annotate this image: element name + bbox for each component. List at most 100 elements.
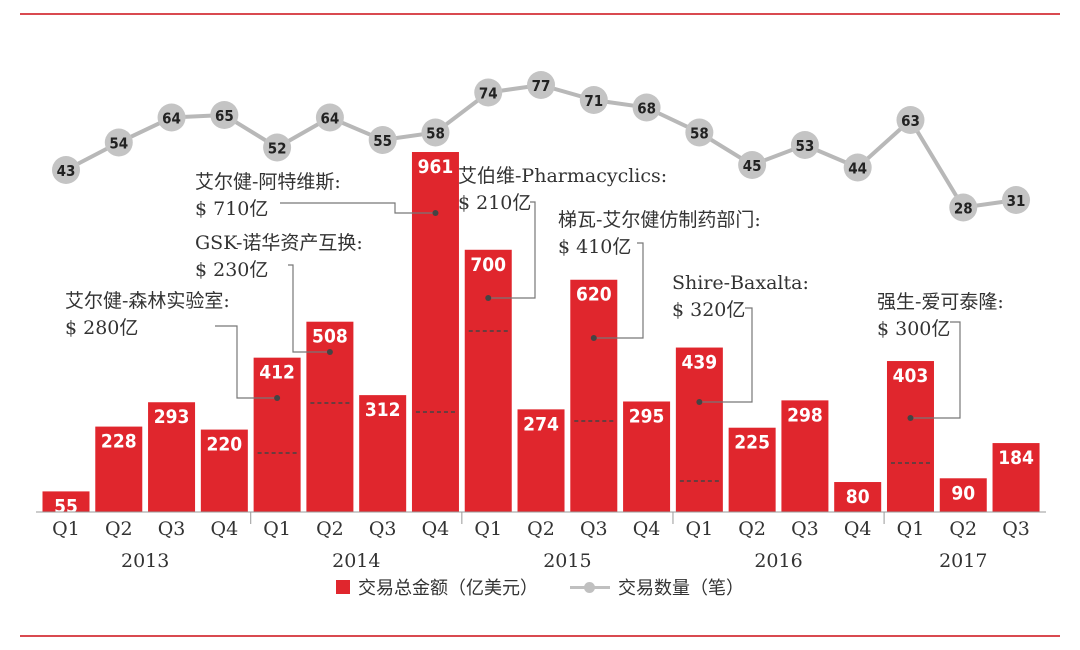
count-label: 65	[215, 107, 234, 125]
count-label: 68	[637, 100, 656, 118]
annotation: Shire-Baxalta: $ 320亿	[672, 270, 809, 324]
count-point	[738, 151, 767, 179]
count-point	[843, 153, 872, 182]
count-label: 43	[57, 162, 76, 180]
year-label: 2015	[543, 550, 591, 572]
count-label: 58	[690, 125, 709, 143]
annotation-leader	[910, 321, 961, 419]
annotation-title: 艾尔健-森林实验室:	[65, 290, 230, 312]
count-label: 54	[109, 135, 128, 153]
bar-14	[781, 400, 829, 512]
count-point	[104, 128, 133, 157]
bar-2	[148, 402, 196, 512]
count-label: 74	[479, 85, 498, 103]
legend-line-swatch	[570, 580, 610, 594]
bar-16	[886, 361, 934, 512]
bar-3	[200, 429, 248, 512]
quarter-label: Q4	[844, 518, 872, 540]
bar-value-label: 620	[576, 284, 612, 306]
quarter-label: Q2	[949, 518, 977, 540]
count-label: 58	[426, 125, 445, 143]
count-point	[157, 103, 186, 132]
count-point	[632, 93, 661, 122]
annotation-value: $ 230亿	[195, 259, 269, 281]
quarter-label: Q3	[580, 518, 608, 540]
count-label: 55	[373, 132, 392, 150]
annotation: 艾尔健-阿特维斯: $ 710亿	[195, 169, 341, 223]
annotation-leader	[488, 201, 536, 299]
annotation-title: 艾尔健-阿特维斯:	[195, 171, 341, 193]
bar-value-label: 439	[682, 352, 718, 374]
count-point	[315, 103, 344, 132]
bar-value-label: 225	[734, 432, 770, 454]
annotation-dot	[432, 210, 439, 216]
quarter-label: Q2	[105, 518, 133, 540]
annotation-title: 强生-爱可泰隆:	[877, 291, 1004, 313]
annotation-value: $ 300亿	[877, 318, 951, 340]
bar-value-label: 184	[998, 447, 1034, 469]
bar-value-label: 90	[951, 482, 975, 504]
bar-value-label: 508	[312, 326, 348, 348]
annotation-title: 艾伯维-Pharmacyclics:	[458, 165, 668, 187]
quarter-label: Q1	[474, 518, 502, 540]
annotation-leader	[288, 264, 330, 353]
bar-value-label: 220	[206, 434, 242, 456]
bar-value-label: 412	[259, 362, 295, 384]
count-label: 71	[584, 92, 603, 110]
bar-value-label: 961	[418, 156, 454, 178]
count-point	[579, 86, 608, 114]
quarter-label: Q3	[369, 518, 397, 540]
bar-12	[675, 347, 723, 512]
bar-1	[95, 426, 143, 512]
quarter-label: Q1	[263, 518, 291, 540]
legend-bar-swatch	[336, 580, 350, 594]
bar-value-label: 403	[893, 365, 929, 387]
annotation-value: $ 710亿	[195, 198, 269, 220]
annotation-dot	[590, 335, 597, 341]
annotation-dot	[274, 395, 281, 401]
bar-value-label: 700	[470, 254, 506, 276]
annotation: 艾尔健-森林实验室: $ 280亿	[65, 288, 230, 342]
annotation-value: $ 410亿	[558, 236, 632, 258]
count-point	[368, 126, 397, 154]
bar-17	[939, 478, 987, 512]
year-label: 2013	[121, 550, 169, 572]
bar-9	[517, 409, 565, 512]
bar-value-label: 55	[54, 495, 78, 517]
count-point	[949, 193, 978, 222]
annotation-dot	[485, 295, 492, 301]
count-point	[474, 78, 503, 107]
annotation-dot	[907, 415, 914, 421]
annotation-leader	[593, 242, 644, 339]
count-point	[896, 106, 925, 134]
legend-line-label: 交易数量（笔）	[618, 578, 744, 599]
quarter-label: Q3	[1002, 518, 1030, 540]
bar-10	[570, 279, 618, 512]
annotation: GSK-诺华资产互换: $ 230亿	[195, 230, 363, 284]
count-label: 64	[162, 110, 181, 128]
annotation-value: $ 320亿	[672, 299, 746, 321]
year-label: 2016	[754, 550, 802, 572]
annotation: 艾伯维-Pharmacyclics: $ 210亿	[458, 163, 667, 217]
annotation-value: $ 210亿	[458, 192, 532, 214]
bar-4	[253, 357, 301, 512]
quarter-label: Q2	[527, 518, 555, 540]
annotation-leader	[280, 202, 436, 214]
count-point	[790, 131, 819, 159]
annotation-leader	[215, 325, 278, 399]
count-label: 52	[268, 140, 287, 158]
bar-value-label: 312	[365, 399, 401, 421]
bar-value-label: 228	[101, 431, 137, 453]
bar-13	[728, 427, 776, 512]
annotation-dot	[696, 399, 703, 405]
quarter-label: Q2	[738, 518, 766, 540]
annotation: 梯瓦-艾尔健仿制药部门: $ 410亿	[558, 207, 761, 261]
quarter-label: Q4	[211, 518, 239, 540]
count-point	[421, 118, 450, 147]
count-label: 28	[954, 200, 973, 218]
count-point	[263, 133, 292, 162]
count-label: 31	[1007, 192, 1026, 210]
annotation-title: Shire-Baxalta:	[672, 272, 809, 294]
annotation: 强生-爱可泰隆: $ 300亿	[877, 289, 1004, 343]
